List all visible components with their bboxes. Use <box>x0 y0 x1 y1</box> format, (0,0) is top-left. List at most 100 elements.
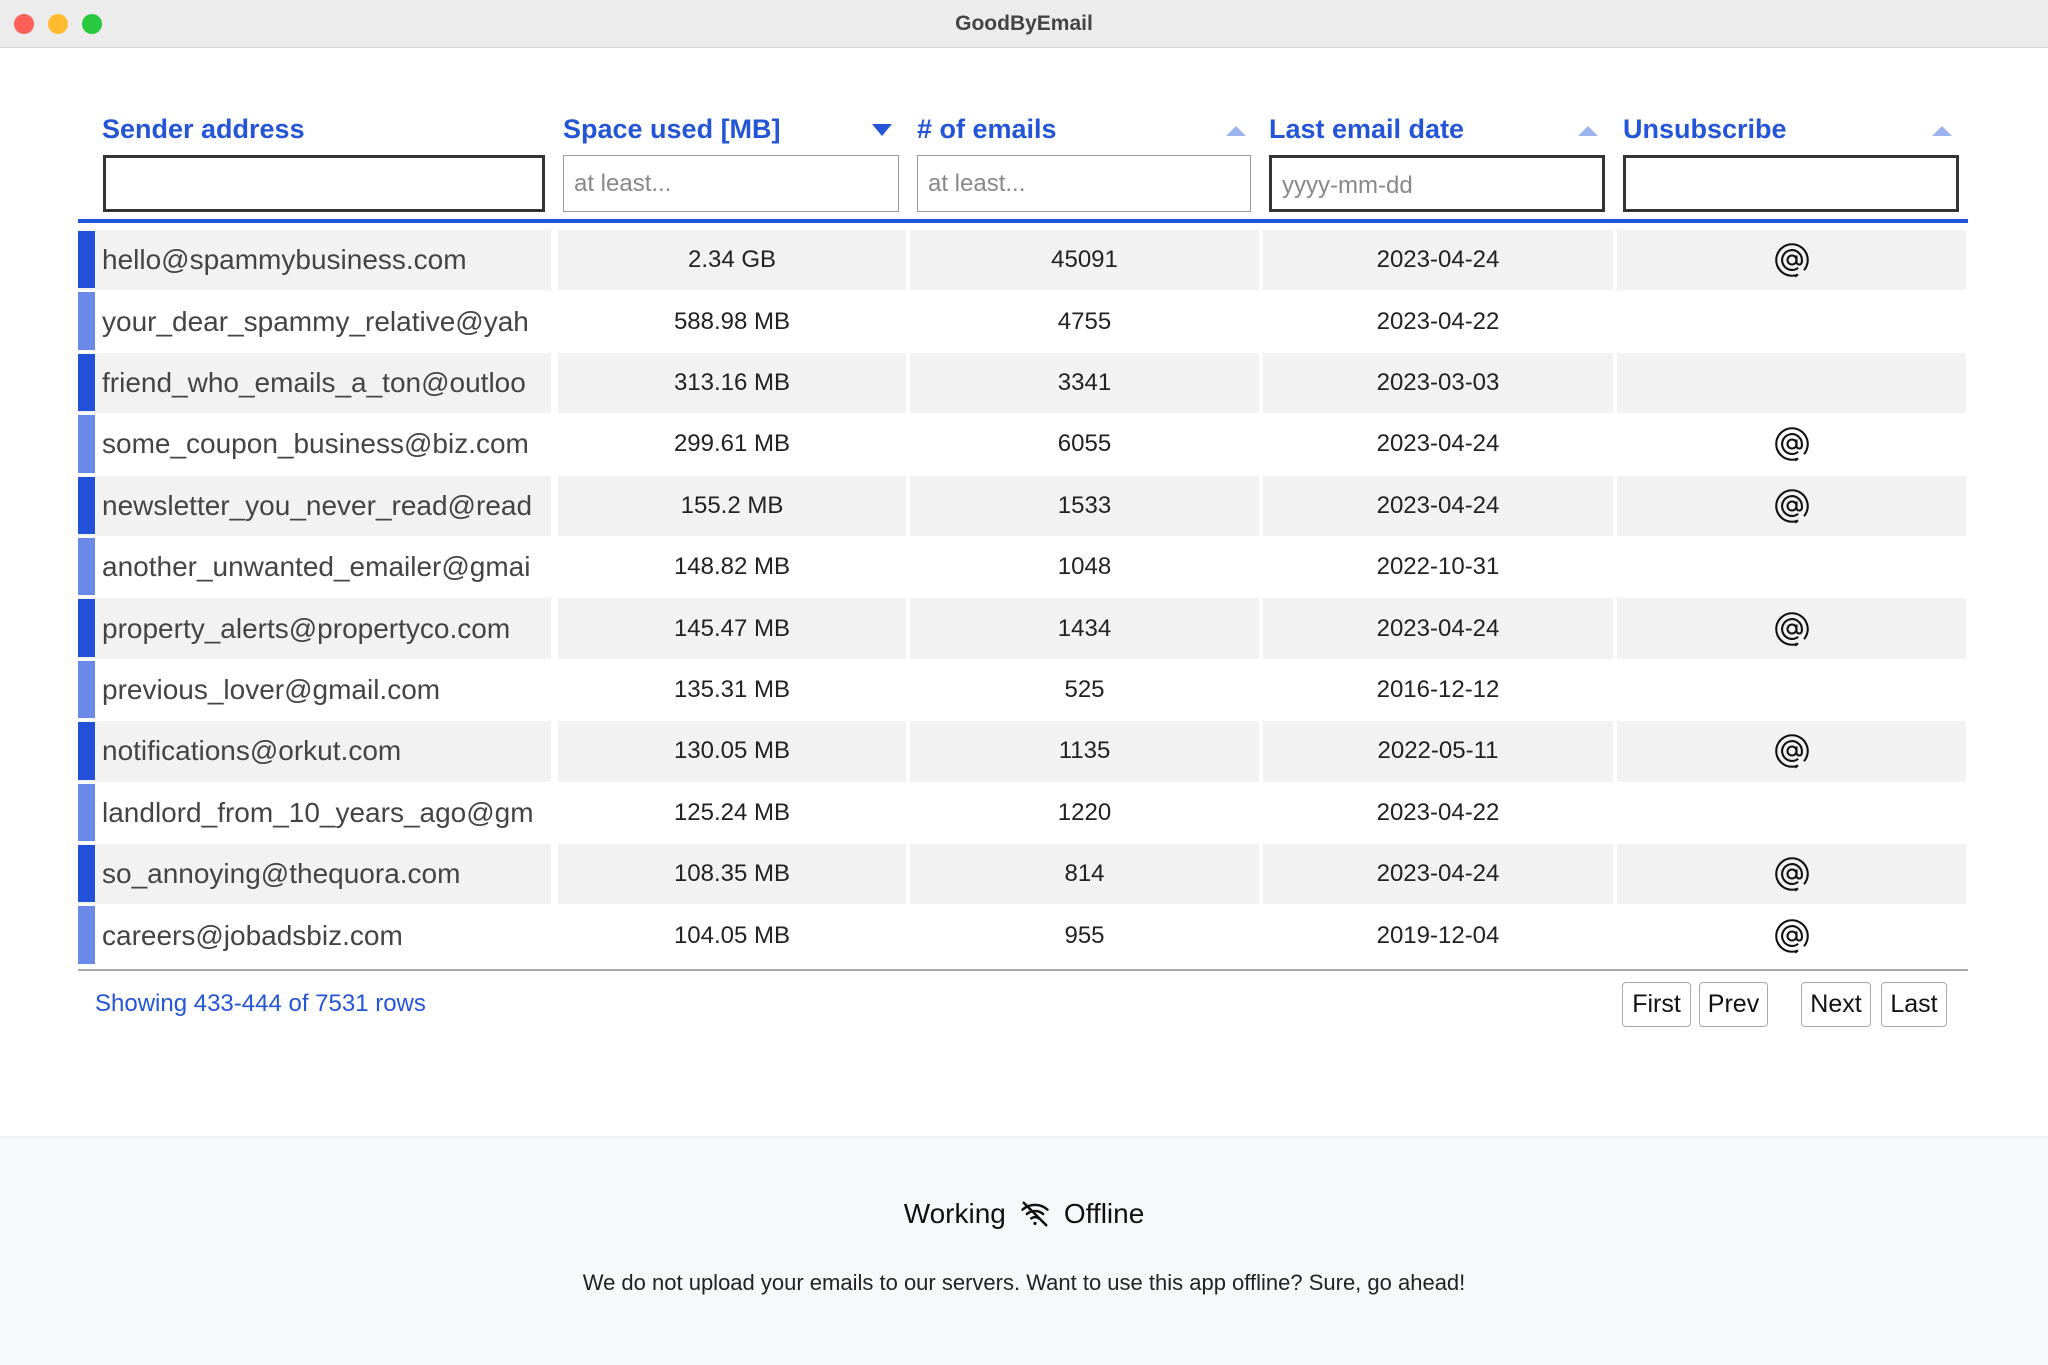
unsubscribe-cell <box>1617 291 1966 352</box>
column-header[interactable]: Space used [MB] <box>563 114 781 144</box>
unsubscribe-cell <box>1617 659 1966 721</box>
table-cell: 2.34 GB <box>558 230 906 291</box>
unsubscribe-cell <box>1617 844 1966 905</box>
filter-input[interactable]: at least... <box>917 155 1251 212</box>
unsubscribe-icon[interactable] <box>1774 856 1810 892</box>
table-bottom-rule <box>78 969 1968 971</box>
sender-cell: so_annoying@thequora.com <box>78 844 551 905</box>
table-cell: 1220 <box>910 782 1259 843</box>
close-button[interactable] <box>14 14 34 34</box>
row-marker <box>78 845 95 903</box>
table-cell: 1135 <box>910 721 1259 782</box>
wifi-off-icon <box>1021 1201 1049 1227</box>
zoom-button[interactable] <box>82 14 102 34</box>
unsubscribe-icon[interactable] <box>1774 488 1810 524</box>
unsubscribe-cell <box>1617 352 1966 414</box>
filter-input[interactable] <box>103 155 545 212</box>
title-bar: GoodByEmail <box>0 0 2048 48</box>
sender-cell: another_unwanted_emailer@gmai <box>78 537 551 598</box>
column-header[interactable]: # of emails <box>917 114 1057 144</box>
unsubscribe-cell <box>1617 414 1966 475</box>
row-marker <box>78 538 95 596</box>
column-header[interactable]: Last email date <box>1269 114 1465 144</box>
row-marker <box>78 783 95 841</box>
unsubscribe-cell <box>1617 475 1966 536</box>
sender-cell: your_dear_spammy_relative@yah <box>78 291 551 352</box>
table-cell: 45091 <box>910 230 1259 291</box>
unsubscribe-icon[interactable] <box>1774 242 1810 278</box>
row-marker <box>78 292 95 350</box>
sort-indicator[interactable] <box>1226 126 1246 136</box>
row-marker <box>78 660 95 719</box>
footer-heading-right: Offline <box>1063 1198 1145 1229</box>
table-cell: 3341 <box>910 352 1259 414</box>
table-cell: 2023-04-22 <box>1263 782 1613 843</box>
row-marker <box>78 722 95 780</box>
header-rule <box>78 219 1968 223</box>
sender-cell: notifications@orkut.com <box>78 721 551 782</box>
sender-cell: newsletter_you_never_read@read <box>78 475 551 536</box>
table-cell: 125.24 MB <box>558 782 906 843</box>
column-header[interactable]: Sender address <box>102 114 305 144</box>
table-cell: 2019-12-04 <box>1263 905 1613 966</box>
table-cell: 955 <box>910 905 1259 966</box>
filter-input[interactable]: yyyy-mm-dd <box>1269 155 1605 212</box>
table-cell: 148.82 MB <box>558 537 906 598</box>
footer-heading: Working Offline <box>0 1198 2048 1230</box>
table-cell: 2023-04-24 <box>1263 414 1613 475</box>
table-cell: 525 <box>910 659 1259 721</box>
table-cell: 2022-10-31 <box>1263 537 1613 598</box>
sender-cell: property_alerts@propertyco.com <box>78 598 551 659</box>
row-marker <box>78 415 95 473</box>
table-cell: 299.61 MB <box>558 414 906 475</box>
pagination-button[interactable]: Next <box>1801 982 1871 1027</box>
sort-indicator[interactable] <box>1932 126 1952 136</box>
pagination-button[interactable]: Prev <box>1699 982 1768 1027</box>
minimize-button[interactable] <box>48 14 68 34</box>
unsubscribe-icon[interactable] <box>1774 426 1810 462</box>
pagination-status: Showing 433-444 of 7531 rows <box>95 990 426 1017</box>
sender-cell: landlord_from_10_years_ago@gm <box>78 782 551 843</box>
table-cell: 145.47 MB <box>558 598 906 659</box>
sender-cell: some_coupon_business@biz.com <box>78 414 551 475</box>
table-cell: 1434 <box>910 598 1259 659</box>
table-cell: 4755 <box>910 291 1259 352</box>
table-cell: 130.05 MB <box>558 721 906 782</box>
row-marker <box>78 353 95 412</box>
sort-indicator[interactable] <box>872 124 892 136</box>
unsubscribe-cell <box>1617 721 1966 782</box>
table-cell: 588.98 MB <box>558 291 906 352</box>
table-cell: 155.2 MB <box>558 475 906 536</box>
table-cell: 313.16 MB <box>558 352 906 414</box>
sender-cell: friend_who_emails_a_ton@outloo <box>78 352 551 414</box>
unsubscribe-cell <box>1617 537 1966 598</box>
unsubscribe-icon[interactable] <box>1774 611 1810 647</box>
footer-text: We do not upload your emails to our serv… <box>582 1270 1466 1295</box>
table-cell: 2023-04-24 <box>1263 598 1613 659</box>
row-marker <box>78 599 95 657</box>
sort-indicator[interactable] <box>1578 126 1598 136</box>
row-marker <box>78 476 95 534</box>
table-cell: 1533 <box>910 475 1259 536</box>
unsubscribe-cell <box>1617 905 1966 966</box>
filter-input[interactable]: at least... <box>563 155 899 212</box>
sender-cell: previous_lover@gmail.com <box>78 659 551 721</box>
unsubscribe-icon[interactable] <box>1774 918 1810 954</box>
unsubscribe-cell <box>1617 598 1966 659</box>
pagination-button[interactable]: First <box>1622 982 1691 1027</box>
table-cell: 2023-04-22 <box>1263 291 1613 352</box>
row-marker <box>78 231 95 289</box>
unsubscribe-icon[interactable] <box>1774 733 1810 769</box>
window-title: GoodByEmail <box>955 12 1093 35</box>
table-cell: 2023-04-24 <box>1263 475 1613 536</box>
pagination-button[interactable]: Last <box>1881 982 1947 1027</box>
table-cell: 2023-03-03 <box>1263 352 1613 414</box>
column-header[interactable]: Unsubscribe <box>1623 114 1787 144</box>
table-cell: 1048 <box>910 537 1259 598</box>
table-cell: 2022-05-11 <box>1263 721 1613 782</box>
table-cell: 814 <box>910 844 1259 905</box>
sender-cell: careers@jobadsbiz.com <box>78 905 551 966</box>
filter-input[interactable] <box>1623 155 1959 212</box>
table-cell: 6055 <box>910 414 1259 475</box>
